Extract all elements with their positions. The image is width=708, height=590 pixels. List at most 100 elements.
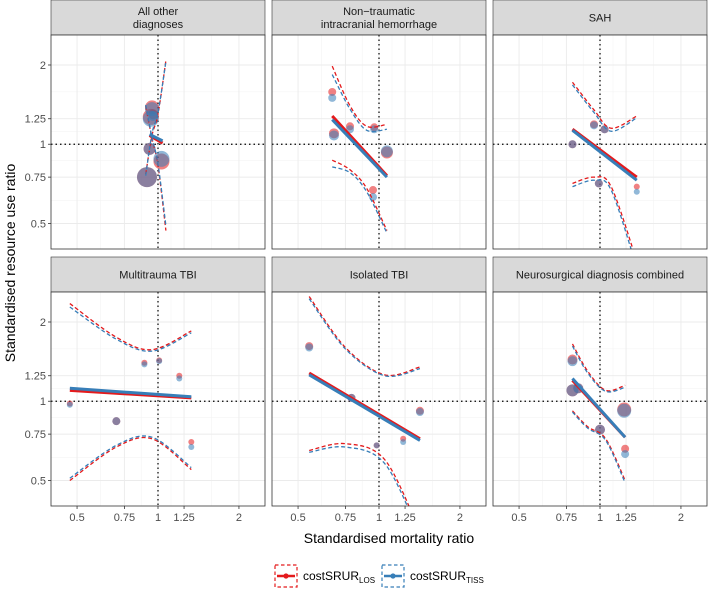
ci-upper-curve-tiss [145,61,167,176]
facet-title: Isolated TBI [350,270,409,282]
x-tick-label: 0.75 [556,512,577,524]
y-tick-label: 1 [40,396,46,408]
gridlines [493,35,707,249]
facet-panel-4: Multitrauma TBI 0.5 0.75 1 1.25 2 0.5 0.75 1 1.25… [25,256,266,524]
point-tiss [590,121,599,130]
plot-area [566,343,632,484]
ci-lower-curve-los [572,176,634,249]
plot-area [568,81,640,249]
ci-upper-curve-los [571,81,638,129]
y-tick-label: 2 [40,60,46,72]
legend-label-subscript: LOS [359,576,375,585]
point-los [328,87,337,96]
x-tick-label: 1 [597,512,603,524]
y-axis-title: Standardised resource use ratio [2,164,18,363]
x-tick-label: 0.75 [335,512,356,524]
ci-lower-curve-tiss [332,166,388,234]
legend-label: costSRURTISS [410,569,484,585]
x-tick-label: 0.5 [69,512,84,524]
y-tick-label: 0.75 [25,172,46,184]
regression-line-tiss [308,373,421,442]
ci-lower-curve-los [331,159,388,231]
x-tick-label: 2 [236,512,242,524]
facet-strip [492,256,708,293]
panel-border [50,34,266,250]
regression-line-tiss [571,129,638,182]
facet-panel-3: SAH [492,0,708,250]
x-tick-label: 1.25 [394,512,415,524]
legend-key-point [390,573,396,579]
x-tick-label: 1 [155,512,161,524]
point-tiss [373,442,380,449]
gridlines [493,292,707,506]
point-los [188,439,195,446]
ci-lower-curve-los [69,436,192,482]
x-tick-label: 1.25 [173,512,194,524]
point-los [633,183,640,190]
facet-strip [271,256,487,293]
ci-lower-curve-tiss [309,446,408,506]
point-los [369,186,378,195]
facet-title: SAH [589,13,612,25]
x-tick-label: 1 [376,512,382,524]
point-tiss [141,361,148,368]
point-tiss [600,125,609,134]
y-tick-label: 1.25 [25,371,46,383]
y-tick-label: 0.5 [31,475,46,487]
x-tick-label: 2 [457,512,463,524]
legend-label-base: costSRUR [410,569,466,583]
ci-upper-curve-tiss [308,298,421,378]
ci-lower-curve-tiss [572,179,632,249]
ci-upper-curve-tiss [571,345,626,393]
facet-title: intracranial hemorrhage [321,19,437,31]
ci-upper-curve-tiss [69,306,192,352]
plot-area [136,60,170,231]
ci-upper-curve-tiss [571,84,638,132]
y-tick-label: 1.25 [25,114,46,126]
facet-panel-6: Neurosurgical diagnosis combined 0.5 0.75 1… [492,256,708,524]
x-axis-title: Standardised mortality ratio [304,530,475,546]
point-tiss [328,130,339,141]
y-tick-label: 0.75 [25,429,46,441]
y-tick-label: 2 [40,317,46,329]
point-tiss [567,356,578,367]
panel-border [271,34,487,250]
legend-item-tiss: costSRURTISS [381,564,484,588]
point-tiss [66,401,73,408]
facet-strip [492,0,708,36]
point-tiss [621,450,630,459]
ci-lower-curve-tiss [571,411,626,484]
point-tiss [148,111,159,122]
ci-lower-curve-tiss [69,435,192,479]
legend-item-los: costSRURLOS [274,564,375,588]
facet-title: All other [138,6,179,18]
ci-upper-curve-los [145,60,167,175]
x-tick-label: 0.5 [290,512,305,524]
ci-upper-curve-los [331,65,388,128]
point-tiss [633,188,640,195]
point-tiss [136,167,157,188]
point-tiss [617,403,632,418]
point-tiss [305,343,314,352]
ci-upper-curve-los [308,296,421,377]
plot-area [66,303,195,482]
y-tick-label: 0.5 [31,218,46,230]
point-tiss [156,358,163,365]
facet-title: Neurosurgical diagnosis combined [516,270,684,282]
plot-area [328,65,393,234]
legend-label-subscript: TISS [466,576,484,585]
regression-line-tiss [331,118,388,179]
regression-line-tiss [69,386,192,399]
plot-area [305,296,424,506]
point-tiss [328,93,337,102]
point-tiss [380,145,393,158]
facet-title: Non−traumatic [343,6,415,18]
point-tiss [594,179,603,188]
ci-upper-curve-los [69,303,192,351]
regression-line-tiss [571,377,627,439]
point-tiss [188,444,195,451]
legend-label: costSRURLOS [303,569,375,585]
